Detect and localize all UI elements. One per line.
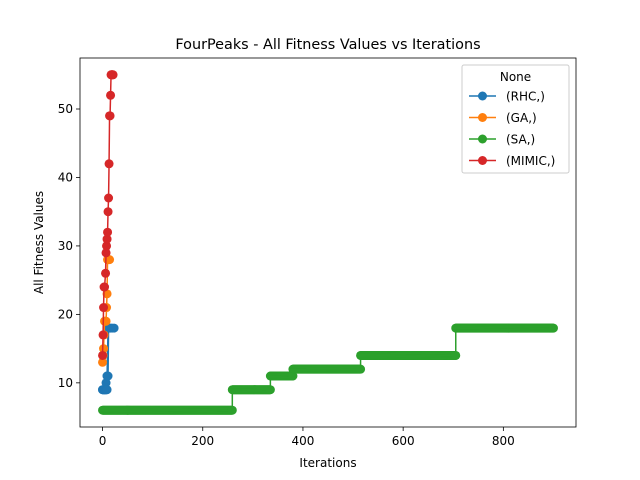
data-point	[98, 330, 108, 340]
legend-swatch-marker	[478, 134, 487, 144]
y-tick-label: 10	[58, 376, 73, 390]
data-point	[104, 159, 114, 169]
data-point	[356, 364, 366, 374]
axes-frame	[79, 57, 577, 428]
data-point	[103, 227, 113, 237]
legend-box	[461, 64, 570, 174]
data-point	[99, 344, 109, 354]
data-point	[99, 303, 109, 313]
y-tick-label: 30	[58, 239, 73, 253]
legend-swatch-marker	[478, 156, 487, 165]
data-point	[100, 282, 110, 292]
y-tick-label: 40	[58, 171, 73, 185]
chart-title: FourPeaks - All Fitness Values vs Iterat…	[175, 37, 480, 53]
x-axis-label: Iterations	[299, 456, 356, 470]
x-tick-label: 600	[392, 434, 415, 448]
data-point	[102, 289, 112, 299]
data-point	[101, 248, 111, 258]
data-point	[288, 371, 298, 381]
x-tick-label: 0	[99, 434, 107, 448]
legend: None (RHC,) (GA,) (SA,) (MIMIC,)	[461, 64, 570, 174]
data-point	[265, 385, 275, 395]
legend-entry: (RHC,)	[506, 89, 545, 103]
plot-area	[98, 70, 558, 415]
data-point	[102, 385, 112, 395]
data-point	[109, 323, 119, 333]
legend-title: None	[500, 70, 531, 84]
legend-entry: (MIMIC,)	[506, 154, 555, 168]
y-axis-label: All Fitness Values	[32, 191, 46, 294]
x-tick-label: 200	[191, 434, 214, 448]
data-point	[103, 207, 113, 217]
data-point	[105, 111, 115, 121]
data-point	[104, 193, 114, 203]
data-point	[105, 255, 115, 265]
data-point	[101, 378, 111, 388]
legend-swatch-marker	[478, 91, 487, 101]
legend-swatch-marker	[478, 113, 487, 122]
x-axis: 0 200 400 600 800	[99, 427, 515, 448]
y-tick-label: 50	[58, 102, 73, 116]
legend-entry: (GA,)	[506, 111, 537, 125]
y-tick-label: 20	[58, 308, 73, 322]
data-point	[103, 371, 113, 381]
data-point	[548, 323, 558, 333]
x-tick-label: 400	[291, 434, 314, 448]
data-point	[98, 357, 108, 367]
data-point	[227, 405, 237, 415]
data-point	[102, 234, 112, 244]
data-point	[108, 70, 118, 80]
data-point	[101, 268, 111, 278]
data-point	[106, 90, 116, 100]
legend-entry: (SA,)	[506, 132, 535, 146]
data-point	[98, 350, 108, 360]
data-point	[102, 241, 112, 251]
x-tick-label: 800	[492, 434, 515, 448]
data-point	[451, 350, 461, 360]
y-axis: 10 20 30 40 50	[58, 102, 80, 390]
